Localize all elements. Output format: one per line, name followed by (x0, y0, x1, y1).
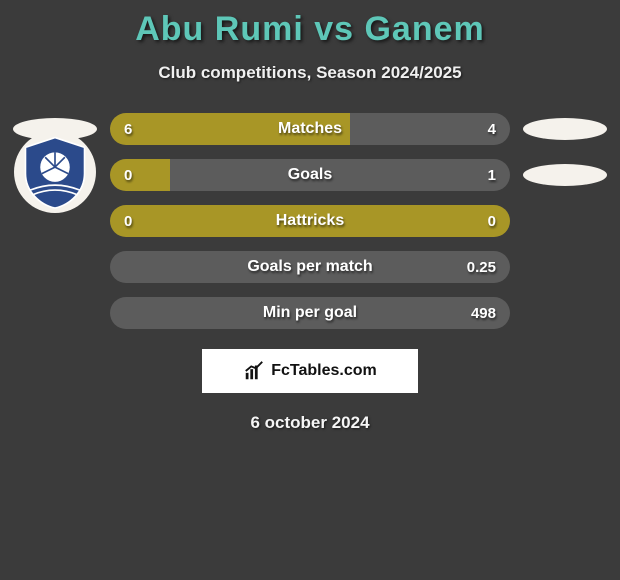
stat-right-value: 498 (471, 305, 496, 322)
page-title: Abu Rumi vs Ganem (0, 0, 620, 49)
stat-bar-mpg: Min per goal 498 (110, 297, 510, 329)
stat-right-value: 0 (488, 213, 496, 230)
date-text: 6 october 2024 (0, 413, 620, 433)
attribution-badge: FcTables.com (202, 349, 418, 393)
subtitle: Club competitions, Season 2024/2025 (0, 63, 620, 83)
bar-right-fill (110, 297, 510, 329)
bar-left-fill (110, 113, 350, 145)
stat-bar-goals: 0 Goals 1 (110, 159, 510, 191)
left-badge-slot (0, 137, 110, 213)
stat-bar-hattricks: 0 Hattricks 0 (110, 205, 510, 237)
right-badge-slot (510, 118, 620, 140)
comparison-card: Abu Rumi vs Ganem Club competitions, Sea… (0, 0, 620, 580)
stat-bar-gpm: Goals per match 0.25 (110, 251, 510, 283)
bar-left-fill (110, 205, 510, 237)
stat-row: Min per goal 498 (0, 297, 620, 329)
attribution-text: FcTables.com (271, 362, 377, 380)
stat-right-value: 4 (488, 121, 496, 138)
stat-left-value: 6 (124, 121, 132, 138)
stat-row: 0 Goals 1 (0, 159, 620, 191)
stat-left-value: 0 (124, 213, 132, 230)
player-ellipse-icon (523, 164, 607, 186)
player-ellipse-icon (523, 118, 607, 140)
club-badge-icon (14, 131, 96, 213)
bar-right-fill (170, 159, 510, 191)
stat-left-value: 0 (124, 167, 132, 184)
stat-right-value: 0.25 (467, 259, 496, 276)
chart-icon (243, 360, 265, 382)
stat-row: Goals per match 0.25 (0, 251, 620, 283)
stats-block: 6 Matches 4 (0, 113, 620, 329)
bar-right-fill (110, 251, 510, 283)
right-badge-slot (510, 164, 620, 186)
bar-right-fill (350, 113, 510, 145)
stat-bar-matches: 6 Matches 4 (110, 113, 510, 145)
stat-right-value: 1 (488, 167, 496, 184)
bar-left-fill (110, 159, 170, 191)
